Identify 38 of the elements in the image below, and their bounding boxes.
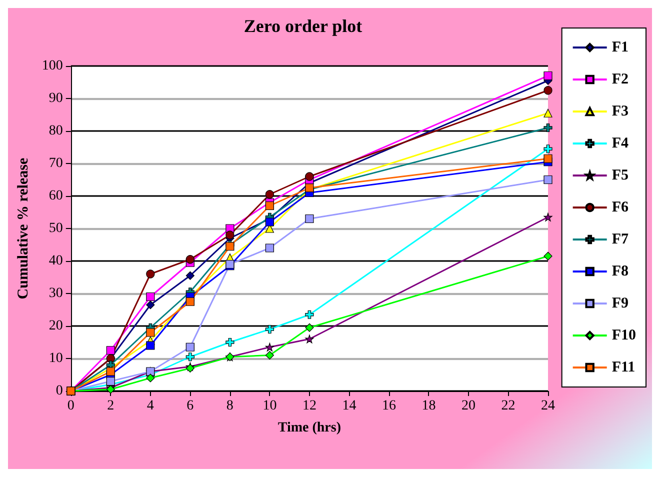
y-tick-label: 80 [48,124,63,138]
x-tick-label: 14 [342,398,356,414]
y-tick-label: 10 [48,351,63,366]
legend-label: F3 [612,104,629,120]
legend-label: F6 [612,200,629,216]
x-tick-label: 2 [107,398,114,414]
y-tick-label: 70 [48,156,63,171]
y-tick-label: 90 [48,91,63,106]
x-tick-label: 22 [501,398,516,414]
x-tick-label: 0 [67,398,74,414]
y-tick-label: 100 [42,58,63,74]
legend-label: F4 [612,136,629,152]
y-tick-label: 50 [48,221,63,236]
x-axis-title: Time (hrs) [278,420,342,436]
x-tick-label: 20 [461,398,476,414]
y-tick-label: 30 [48,286,63,301]
x-tick-label: 8 [226,398,234,414]
x-tick-label: 12 [302,398,316,414]
y-axis-title: Cumulative % release [16,157,32,300]
legend-label: F9 [612,296,629,312]
chart-title: Zero order plot [244,16,362,36]
y-tick-label: 60 [48,188,63,204]
x-tick-label: 6 [186,398,194,414]
legend-label: F8 [612,264,629,280]
y-tick-label: 20 [48,318,63,334]
legend-label: F5 [612,168,629,184]
legend-label: F10 [612,328,636,344]
x-tick-label: 24 [541,398,555,414]
legend-label: F1 [612,40,629,56]
x-tick-label: 16 [382,398,396,414]
x-tick-label: 18 [422,398,436,414]
x-tick-label: 10 [262,398,277,414]
x-tick-label: 4 [146,398,154,414]
legend-label: F2 [612,72,629,88]
y-tick-label: 40 [48,254,63,268]
legend-label: F7 [612,232,629,248]
y-tick-label: 0 [56,384,63,398]
legend-label: F11 [612,360,636,376]
